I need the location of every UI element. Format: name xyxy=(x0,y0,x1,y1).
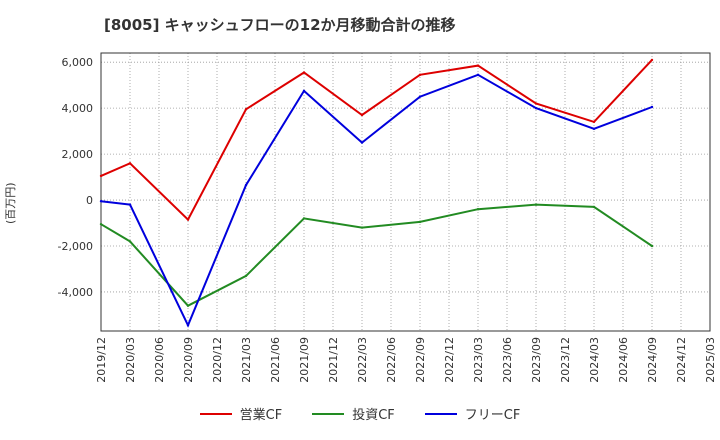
x-tick-label: 2019/12 xyxy=(95,337,108,383)
y-tick-label: -2,000 xyxy=(58,240,93,253)
x-tick-label: 2020/12 xyxy=(211,337,224,383)
data-point xyxy=(360,226,364,229)
legend-item-operating-cf: 営業CF xyxy=(199,404,283,423)
data-point xyxy=(476,73,480,77)
x-tick-label: 2022/06 xyxy=(385,337,398,383)
x-tick-label: 2020/06 xyxy=(153,337,166,383)
data-point xyxy=(650,58,654,62)
legend-swatch-investing-cf xyxy=(312,412,345,415)
y-tick-label: 0 xyxy=(86,194,93,207)
x-tick-label: 2023/09 xyxy=(530,337,543,383)
x-tick-label: 2022/03 xyxy=(356,337,369,383)
data-point xyxy=(99,222,103,226)
legend-item-free-cf: フリーCF xyxy=(424,404,521,423)
x-tick-label: 2024/03 xyxy=(588,337,601,383)
x-tick-label: 2023/03 xyxy=(472,337,485,383)
legend-label-free-cf: フリーCF xyxy=(464,408,521,423)
data-point xyxy=(186,304,190,307)
data-point xyxy=(186,218,190,221)
legend: 営業CF 投資CF フリーCF xyxy=(0,404,720,423)
x-tick-label: 2021/12 xyxy=(327,337,340,383)
y-tick-label: 2,000 xyxy=(62,148,94,161)
legend-label-operating-cf: 営業CF xyxy=(239,408,283,423)
plot-frame xyxy=(100,52,711,332)
legend-item-investing-cf: 投資CF xyxy=(312,404,395,423)
data-point xyxy=(128,240,132,243)
data-point xyxy=(244,183,248,187)
x-tick-label: 2022/09 xyxy=(414,337,427,383)
data-point xyxy=(650,244,654,248)
x-tick-label: 2021/09 xyxy=(298,337,311,383)
data-point xyxy=(592,205,596,209)
data-point xyxy=(650,105,654,109)
x-tick-label: 2023/06 xyxy=(501,337,514,383)
data-point xyxy=(244,108,248,111)
x-tick-label: 2022/12 xyxy=(443,337,456,383)
data-point xyxy=(302,71,306,74)
y-tick-label: -4,000 xyxy=(58,286,93,299)
y-tick-label: 4,000 xyxy=(62,102,94,115)
x-tick-label: 2024/12 xyxy=(675,337,688,383)
data-point xyxy=(302,89,306,93)
data-point xyxy=(128,162,132,165)
data-point xyxy=(302,217,306,220)
x-tick-label: 2020/03 xyxy=(124,337,137,383)
x-tick-label: 2023/12 xyxy=(559,337,572,383)
x-tick-label: 2025/03 xyxy=(704,337,717,383)
data-point xyxy=(99,199,103,203)
data-point xyxy=(244,274,248,278)
data-point xyxy=(592,120,596,124)
data-point xyxy=(360,141,364,144)
data-point xyxy=(186,324,190,327)
data-point xyxy=(418,95,422,98)
y-tick-label: 6,000 xyxy=(62,56,94,69)
data-point xyxy=(534,102,538,105)
data-point xyxy=(360,113,364,117)
series-line-0 xyxy=(100,59,653,222)
data-point xyxy=(418,220,422,224)
data-point xyxy=(128,203,132,206)
legend-swatch-operating-cf xyxy=(199,412,232,415)
legend-swatch-free-cf xyxy=(424,412,457,415)
x-tick-label: 2021/06 xyxy=(269,337,282,383)
data-point xyxy=(476,64,480,67)
data-point xyxy=(592,127,596,131)
x-tick-label: 2020/09 xyxy=(182,337,195,383)
legend-label-investing-cf: 投資CF xyxy=(352,408,395,423)
data-point xyxy=(534,106,538,110)
x-tick-label: 2024/06 xyxy=(617,337,630,383)
x-tick-label: 2021/03 xyxy=(240,337,253,383)
data-point xyxy=(534,203,538,206)
data-point xyxy=(418,73,422,77)
data-point xyxy=(99,174,103,178)
chart-title: [8005] キャッシュフローの12か月移動合計の推移 xyxy=(104,16,456,34)
data-point xyxy=(476,208,480,211)
series-line-1 xyxy=(100,203,653,307)
x-tick-label: 2024/09 xyxy=(646,337,659,383)
